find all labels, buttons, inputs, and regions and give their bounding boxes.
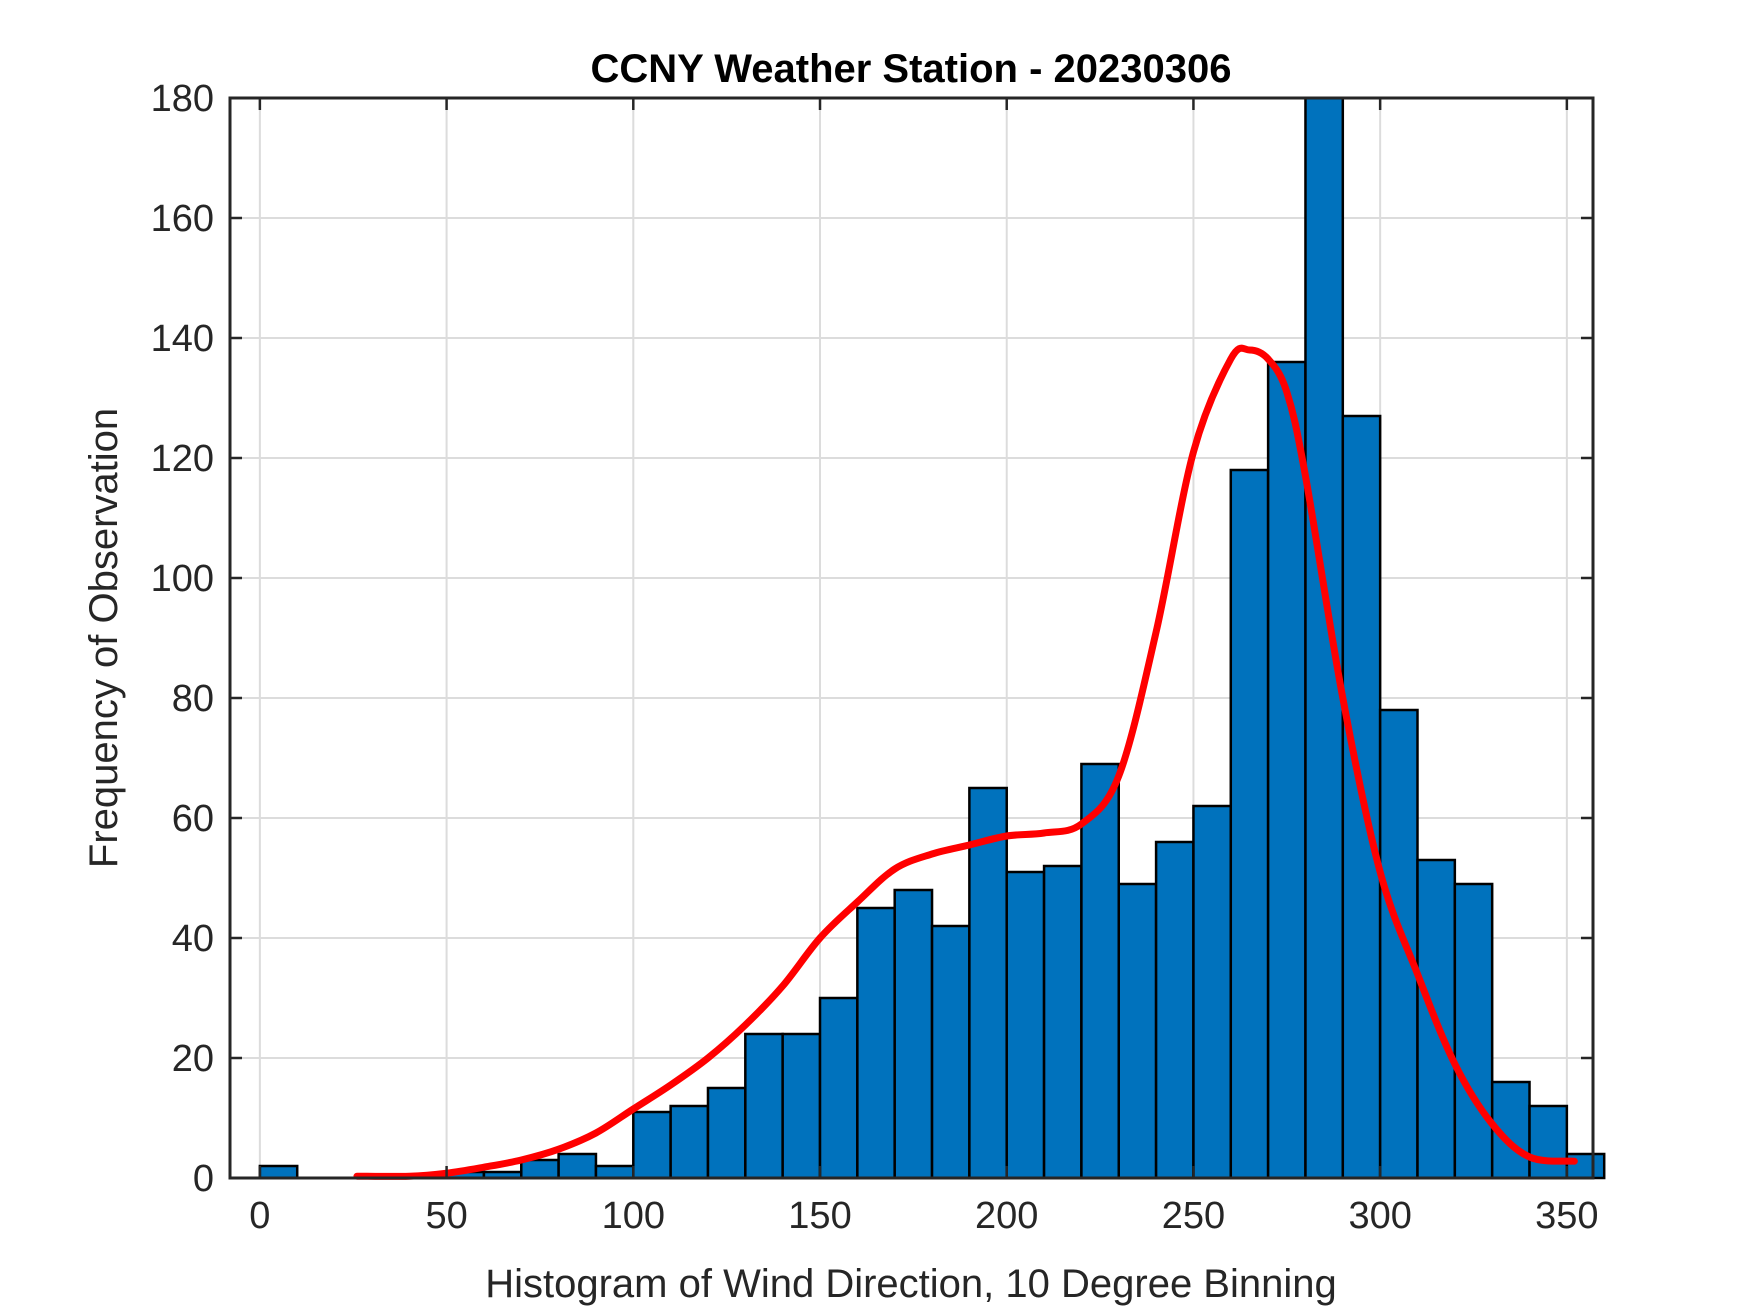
x-tick-label: 50 — [425, 1195, 467, 1237]
histogram-bar — [520, 1158, 560, 1180]
x-tick-label: 300 — [1348, 1195, 1411, 1237]
histogram-bar — [632, 1110, 672, 1180]
histogram-bar — [968, 786, 1008, 1180]
y-tick-label: 100 — [151, 558, 214, 600]
y-axis-label: Frequency of Observation — [82, 408, 126, 868]
histogram-bar — [1565, 1152, 1606, 1180]
y-tick-label: 40 — [172, 918, 214, 960]
axes-box — [228, 96, 1595, 1180]
histogram-bar — [744, 1032, 784, 1180]
y-tick-label: 60 — [172, 798, 214, 840]
y-tick-label: 120 — [151, 438, 214, 480]
histogram-bar — [557, 1152, 598, 1180]
x-axis-tick-labels: 0 50 100 150 200 250 300 350 — [249, 1195, 1598, 1237]
y-tick-label: 20 — [172, 1038, 214, 1080]
histogram-bar — [669, 1104, 710, 1180]
y-tick-label: 80 — [172, 678, 214, 720]
x-tick-label: 200 — [975, 1195, 1038, 1237]
histogram-bar — [1042, 864, 1083, 1180]
histogram-bar — [1378, 708, 1419, 1180]
y-axis-tick-labels: 0 20 40 60 80 100 120 140 160 180 — [151, 78, 214, 1200]
histogram-bar — [1117, 882, 1158, 1180]
tick-marks — [230, 96, 1593, 1180]
histogram-bar — [706, 1086, 747, 1180]
histogram-bar — [893, 888, 934, 1180]
x-tick-label: 150 — [788, 1195, 851, 1237]
histogram-bar — [1229, 468, 1270, 1180]
histogram-bar — [930, 924, 971, 1180]
histogram-bar — [1080, 762, 1121, 1180]
histogram-bar — [856, 906, 896, 1180]
fit-curve-layer — [353, 344, 1578, 1180]
y-tick-label: 160 — [151, 198, 214, 240]
histogram-bar — [1266, 360, 1307, 1180]
histogram-bar — [1453, 882, 1494, 1180]
histogram-bar — [1192, 804, 1233, 1180]
histogram-bar — [1154, 840, 1195, 1180]
y-tick-label: 180 — [151, 78, 214, 120]
histogram-bar — [781, 1032, 822, 1180]
histogram-bar — [594, 1164, 635, 1180]
fit-curve — [353, 344, 1578, 1180]
histogram-bars — [258, 96, 1606, 1180]
x-tick-label: 250 — [1162, 1195, 1225, 1237]
x-tick-label: 350 — [1535, 1195, 1598, 1237]
x-tick-label: 100 — [602, 1195, 665, 1237]
histogram-bar — [1005, 870, 1046, 1180]
histogram-bar — [818, 996, 859, 1180]
y-tick-label: 0 — [193, 1158, 214, 1200]
y-tick-label: 140 — [151, 318, 214, 360]
histogram-bar — [1304, 96, 1345, 1180]
histogram-bar — [258, 1164, 299, 1180]
chart-title: CCNY Weather Station - 20230306 — [591, 47, 1232, 91]
histogram-bar — [1528, 1104, 1569, 1180]
x-tick-label: 0 — [249, 1195, 270, 1237]
x-axis-label: Histogram of Wind Direction, 10 Degree B… — [485, 1262, 1337, 1306]
